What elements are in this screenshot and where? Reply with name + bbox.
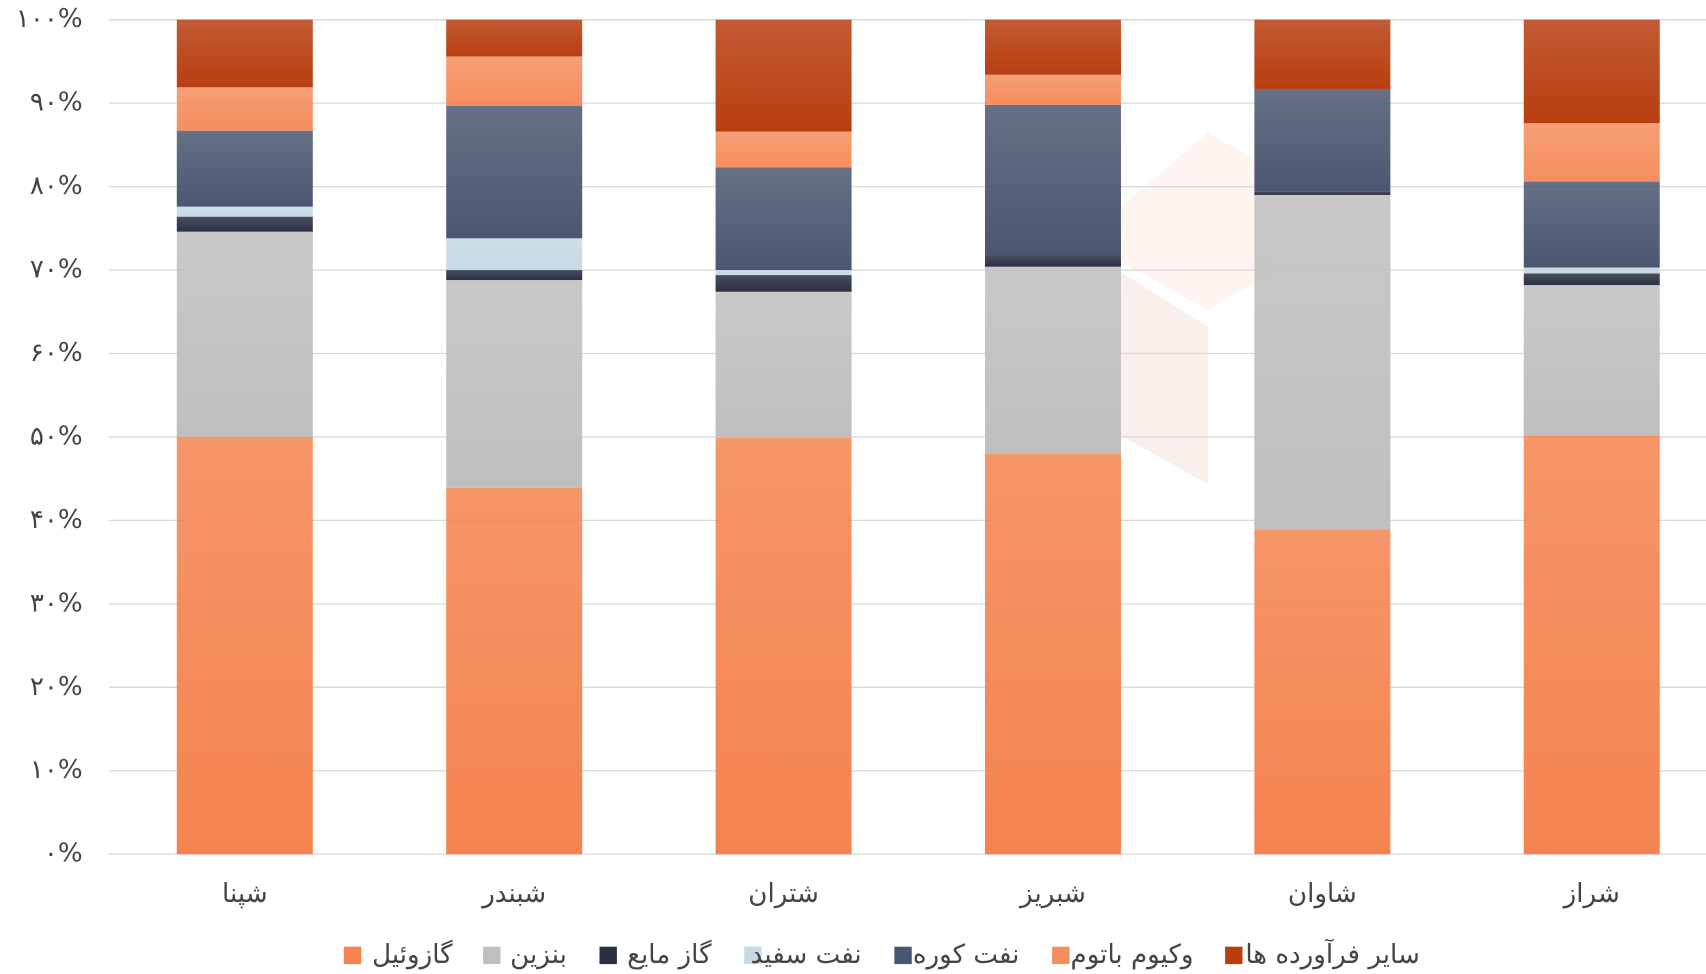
bar-segment — [1254, 194, 1391, 530]
x-tick-label: شتران — [748, 879, 819, 909]
legend-label: بنزین — [510, 940, 567, 970]
bar-segment — [176, 216, 313, 232]
bar-segment — [984, 104, 1121, 256]
x-tick-label: شپنا — [222, 879, 268, 909]
bar-segment — [715, 270, 852, 276]
bar-segment — [446, 280, 583, 488]
x-tick-label: شبندر — [480, 879, 546, 909]
bar-segment — [176, 206, 313, 217]
y-tick-label: ۵۰% — [30, 421, 83, 451]
bar-segment — [446, 19, 583, 57]
bar-segment — [446, 56, 583, 106]
y-tick-label: ۹۰% — [30, 88, 83, 118]
legend-swatch — [599, 946, 617, 965]
y-tick-label: ۱۰۰% — [16, 4, 83, 34]
legend-swatch — [483, 946, 501, 965]
bar-segment — [1523, 285, 1660, 436]
y-tick-label: ۴۰% — [30, 505, 83, 535]
bar-segment — [1254, 191, 1391, 195]
x-tick-label: شبریز — [1018, 879, 1086, 909]
legend-swatch — [1225, 946, 1243, 965]
bar-segment — [984, 74, 1121, 105]
bar-segment — [176, 87, 313, 131]
y-tick-label: ۸۰% — [30, 171, 83, 201]
legend-label: نفت کوره — [913, 940, 1020, 970]
legend-swatch — [894, 946, 912, 965]
bar-segment — [1254, 19, 1391, 89]
bar-segment — [715, 275, 852, 292]
bar-segment — [1523, 123, 1660, 182]
bar-segment — [984, 255, 1121, 267]
bar-segment — [984, 19, 1121, 75]
bar-segment — [446, 270, 583, 281]
bar-segment — [715, 131, 852, 168]
bar-segment — [1523, 267, 1660, 274]
bar-segment — [446, 487, 583, 855]
bar-segment — [715, 19, 852, 132]
bar-segment — [715, 291, 852, 438]
bar-segment — [1523, 181, 1660, 268]
y-tick-label: ۱۰% — [30, 755, 83, 785]
legend-label: سایر فرآورده ها — [1245, 938, 1420, 970]
legend-swatch — [1052, 946, 1070, 965]
y-tick-label: ۶۰% — [30, 338, 83, 368]
bar-segment — [446, 238, 583, 271]
legend-label: نفت سفید — [751, 940, 862, 970]
bar-segment — [446, 105, 583, 239]
y-tick-label: ۲۰% — [30, 672, 83, 702]
bar-segment — [1254, 529, 1391, 855]
bar-segment — [1523, 273, 1660, 286]
bar-segment — [715, 437, 852, 855]
bar-segment — [176, 19, 313, 88]
legend-label: گازوئیل — [372, 939, 453, 970]
x-tick-label: شراز — [1562, 879, 1620, 909]
bar-segment — [1523, 19, 1660, 124]
bar-segment — [715, 167, 852, 271]
y-tick-label: ۷۰% — [30, 255, 83, 285]
watermark — [1120, 132, 1361, 485]
legend-label: گاز مایع — [627, 939, 712, 970]
bar-segment — [176, 231, 313, 437]
x-tick-label: شاوان — [1288, 879, 1357, 909]
bar-segment — [1254, 88, 1391, 192]
y-tick-label: ۰% — [44, 839, 83, 869]
bar-segment — [176, 130, 313, 207]
legend-label: وکیوم باتوم — [1071, 940, 1194, 970]
legend-swatch — [744, 946, 762, 965]
bar-segment — [984, 266, 1121, 454]
bar-segment — [176, 436, 313, 855]
bar-segment — [984, 453, 1121, 855]
y-tick-label: ۳۰% — [30, 588, 83, 618]
bar-segment — [1523, 435, 1660, 855]
legend-swatch — [343, 946, 362, 965]
